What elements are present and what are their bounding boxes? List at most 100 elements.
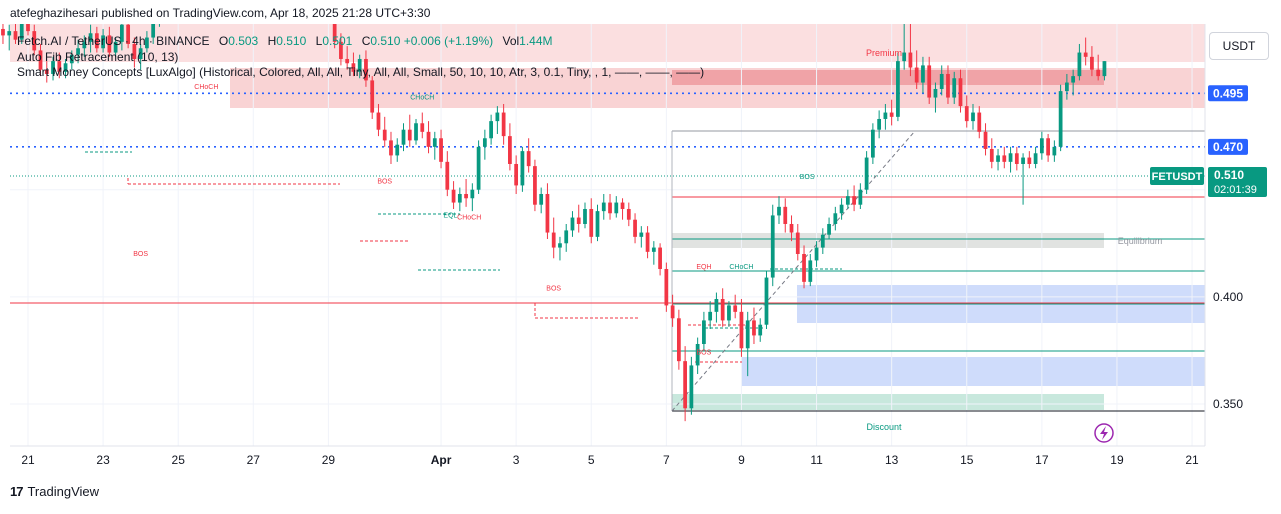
- candle: [946, 65, 950, 104]
- candle-body: [927, 65, 932, 98]
- structure-label-choch: CHoCH: [194, 84, 218, 91]
- candle-body: [439, 138, 443, 162]
- candle-body: [1021, 157, 1025, 164]
- candle: [808, 253, 813, 287]
- candle: [558, 236, 562, 261]
- candle: [589, 198, 594, 244]
- candle: [514, 155, 519, 194]
- candle-body: [971, 112, 975, 122]
- candle: [545, 183, 550, 239]
- candle-body: [651, 247, 656, 252]
- x-tick-label: 29: [322, 453, 336, 467]
- candle: [495, 106, 500, 134]
- x-tick-label: 21: [1185, 453, 1199, 467]
- candle-body: [376, 112, 381, 130]
- candle-body: [432, 138, 437, 147]
- candle-body: [339, 41, 343, 59]
- lightning-icon[interactable]: [1094, 423, 1114, 443]
- candle: [670, 294, 675, 327]
- candle: [977, 106, 982, 139]
- candle-body: [633, 219, 637, 237]
- candle-body: [795, 232, 800, 254]
- candle: [382, 116, 387, 147]
- low-value: 0.501: [322, 34, 353, 48]
- candle: [1021, 153, 1025, 205]
- candle-body: [933, 88, 938, 98]
- candle-body: [1014, 153, 1019, 164]
- high-value: 0.510: [276, 34, 307, 48]
- candle: [1052, 140, 1057, 162]
- legend-symbol-row[interactable]: Fetch.AI / TetherUS · 4h · BINANCE O0.50…: [17, 34, 704, 50]
- currency-button[interactable]: USDT: [1209, 32, 1269, 60]
- candle: [683, 346, 688, 422]
- candle-body: [589, 208, 594, 237]
- candle-body: [827, 223, 831, 235]
- candle: [489, 114, 493, 145]
- candle: [827, 217, 831, 239]
- candle-body: [1077, 52, 1082, 77]
- candle: [795, 223, 800, 261]
- symbol-name[interactable]: Fetch.AI / TetherUS · 4h · BINANCE: [17, 34, 210, 48]
- candle: [877, 110, 882, 139]
- candle-body: [38, 50, 43, 70]
- candle-body: [601, 202, 606, 212]
- candle-body: [695, 343, 700, 366]
- indicator-fib[interactable]: Auto Fib Retracement (10, 13): [17, 49, 179, 64]
- candle: [939, 65, 944, 96]
- candle: [445, 151, 450, 197]
- candle: [814, 241, 819, 267]
- candle-body: [845, 196, 850, 205]
- candle-body: [570, 217, 575, 231]
- volume-value: 1.44M: [519, 34, 553, 48]
- candle: [145, 31, 149, 53]
- candle: [820, 228, 825, 254]
- candle: [339, 33, 343, 66]
- candle: [32, 24, 37, 55]
- candle-body: [783, 206, 788, 224]
- high-label: H: [267, 34, 277, 48]
- tradingview-mark-icon: 17: [10, 484, 24, 499]
- candle-body: [551, 232, 556, 248]
- candle: [676, 309, 681, 370]
- candle-body: [595, 211, 600, 237]
- tradingview-logo[interactable]: 17 TradingView: [10, 484, 99, 499]
- candle-body: [501, 112, 506, 137]
- candle-body: [445, 161, 450, 190]
- open-value: 0.503: [228, 34, 259, 48]
- structure-label-choch: CHoCH: [410, 95, 434, 102]
- candle-body: [26, 20, 30, 32]
- candle-body: [82, 41, 87, 49]
- x-tick-label: 3: [513, 453, 520, 467]
- candle: [633, 213, 637, 244]
- candle-body: [683, 361, 688, 409]
- candle-body: [952, 78, 957, 98]
- candle-body: [858, 189, 863, 205]
- candle: [1102, 61, 1107, 81]
- candle-body: [676, 318, 681, 362]
- candle: [983, 123, 988, 156]
- candle-body: [983, 131, 988, 149]
- candle: [845, 189, 850, 209]
- candle: [82, 35, 87, 57]
- candle: [107, 26, 112, 57]
- candle-body: [1046, 138, 1050, 156]
- candle: [883, 103, 888, 130]
- candle-body: [1, 28, 5, 36]
- indicator-smc[interactable]: Smart Money Concepts [LuxAlgo] (Historic…: [17, 65, 705, 79]
- equilibrium-label: Equilibrium: [1118, 236, 1163, 246]
- candle: [645, 226, 650, 259]
- candle-body: [921, 65, 925, 83]
- candle: [714, 292, 719, 323]
- candle-body: [964, 106, 969, 122]
- candle: [508, 123, 512, 171]
- candle: [101, 28, 105, 53]
- candle: [852, 185, 856, 212]
- candle-body: [19, 20, 24, 40]
- candle-body: [13, 31, 18, 40]
- candle: [727, 301, 731, 327]
- candle: [576, 204, 581, 233]
- candle-body: [426, 131, 431, 147]
- candle-body: [739, 311, 744, 349]
